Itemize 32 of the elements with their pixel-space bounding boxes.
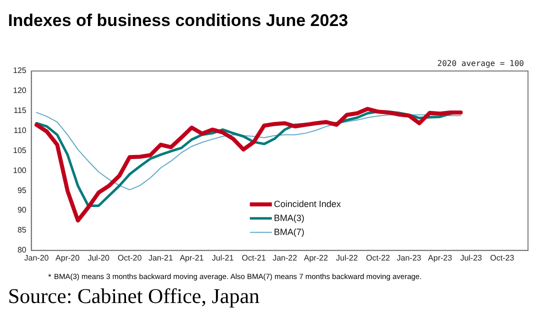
x-tick-label: Oct-20 bbox=[118, 253, 142, 262]
x-tick-label: Oct-22 bbox=[366, 253, 391, 262]
y-tick-label: 90 bbox=[17, 206, 27, 215]
y-tick-label: 125 bbox=[12, 66, 27, 76]
x-tick-label: Jul-22 bbox=[336, 253, 358, 262]
x-tick-label: Jul-20 bbox=[88, 253, 110, 262]
legend-label: BMA(3) bbox=[274, 212, 304, 223]
y-tick-label: 120 bbox=[12, 86, 27, 96]
x-tick-label: Jan-21 bbox=[148, 253, 174, 262]
x-tick-label: Oct-21 bbox=[242, 253, 266, 262]
x-tick-label: Jan-22 bbox=[272, 253, 298, 262]
x-tick-label: Apr-22 bbox=[304, 253, 328, 262]
x-tick-label: Apr-20 bbox=[56, 253, 80, 262]
y-tick-label: 110 bbox=[14, 126, 27, 136]
chart-title: Indexes of business conditions June 2023 bbox=[8, 10, 350, 32]
x-tick-label: Apr-23 bbox=[428, 253, 453, 262]
x-tick-label: Jan-23 bbox=[396, 253, 422, 262]
y-tick-label: 115 bbox=[14, 106, 27, 116]
legend-label: BMA(7) bbox=[274, 226, 304, 237]
y-tick-label: 105 bbox=[12, 146, 27, 155]
x-tick-label: Oct-23 bbox=[490, 253, 515, 262]
y-tick-label: 100 bbox=[12, 166, 27, 175]
x-tick-label: Jul-21 bbox=[212, 253, 234, 262]
x-tick-label: Apr-21 bbox=[180, 253, 204, 262]
y-tick-label: 80 bbox=[17, 246, 27, 255]
source-note: Source: Cabinet Office, Japan bbox=[8, 284, 261, 309]
text: 2020 average = 100 bbox=[437, 59, 524, 68]
x-tick-label: Jul-23 bbox=[460, 253, 483, 262]
x-tick-label: Jan-20 bbox=[24, 253, 50, 262]
y-tick-label: 85 bbox=[17, 226, 27, 235]
legend-label: Coincident Index bbox=[274, 198, 342, 209]
y-tick-label: 95 bbox=[17, 186, 27, 195]
